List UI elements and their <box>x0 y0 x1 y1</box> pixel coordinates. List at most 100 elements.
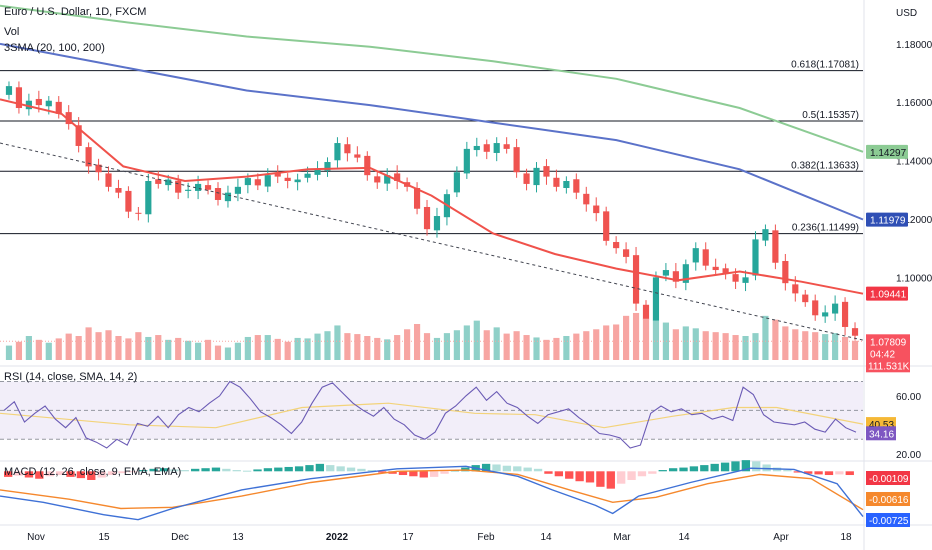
candle-body <box>832 303 839 314</box>
volume-bar <box>135 332 142 360</box>
candle-body <box>851 328 859 336</box>
macd-histogram-bar <box>4 471 13 477</box>
volume-bar <box>802 331 809 360</box>
volume-bar <box>85 327 92 360</box>
candle-body <box>543 166 550 177</box>
candle-body <box>712 266 719 271</box>
volume-bar <box>782 326 789 360</box>
volume-bar <box>95 332 102 360</box>
candle-body <box>453 172 460 193</box>
volume-bar <box>304 338 311 360</box>
macd-histogram-bar <box>679 467 688 472</box>
macd-histogram-bar <box>440 471 449 474</box>
candle-body <box>125 190 132 212</box>
volume-bar <box>812 332 819 360</box>
candle-body <box>314 169 321 175</box>
sma-legend[interactable]: 3SMA (20, 100, 200) <box>4 42 105 54</box>
bar-countdown: 04:42 <box>870 349 895 360</box>
macd-histogram-bar <box>326 465 335 472</box>
candle-body <box>135 212 142 214</box>
macd-histogram-bar <box>409 471 418 477</box>
sma200-line <box>0 4 864 153</box>
candle-body <box>752 239 759 276</box>
rsi-value-tag <box>866 426 896 441</box>
macd-histogram-bar <box>66 471 75 477</box>
time-tick-label: 17 <box>402 532 414 543</box>
candle-body <box>364 155 371 176</box>
macd-histogram-bar <box>606 471 615 489</box>
volume-legend[interactable]: Vol <box>4 26 20 38</box>
trendline <box>0 142 864 341</box>
macd-histogram-bar <box>430 471 439 477</box>
candle-body <box>344 144 351 154</box>
volume-bar <box>224 347 232 360</box>
volume-bar <box>234 342 241 360</box>
macd-histogram-bar <box>76 471 86 479</box>
macd-histogram-bar <box>502 465 512 472</box>
macd-histogram-bar <box>357 468 366 472</box>
candle-body <box>384 175 391 184</box>
last-volume-label: 111.531K <box>868 361 910 372</box>
rsi-line <box>3 380 857 449</box>
macd-legend[interactable]: MACD (12, 26, close, 9, EMA, EMA) <box>4 466 182 478</box>
macd-value-label: -0.00725 <box>869 516 909 527</box>
candle-body <box>175 180 182 193</box>
time-tick-label: Mar <box>613 532 631 543</box>
candle-body <box>822 312 829 317</box>
time-tick-label: 14 <box>678 532 690 543</box>
time-tick-label: Dec <box>171 532 189 543</box>
volume-bar <box>115 336 122 360</box>
candle-body <box>772 230 779 263</box>
time-tick-label: 14 <box>540 532 552 543</box>
macd-histogram-bar <box>741 460 751 472</box>
candle-body <box>274 173 281 177</box>
volume-bar <box>423 333 431 360</box>
candle-body <box>593 205 600 214</box>
volume-bar <box>652 320 660 360</box>
macd-histogram-bar <box>398 471 408 476</box>
candle-body <box>95 164 102 173</box>
volume-bar <box>543 339 550 360</box>
volume-bar <box>65 333 72 360</box>
volume-bar <box>662 322 669 360</box>
candle-body <box>115 188 122 193</box>
macd-histogram-bar <box>710 463 719 472</box>
macd-histogram-bar <box>242 470 252 472</box>
price-tick-label: 1.10000 <box>896 273 932 284</box>
volume-bar <box>732 335 739 360</box>
volume-bar <box>165 339 172 360</box>
volume-bar <box>503 333 510 360</box>
candle-body <box>195 183 202 191</box>
volume-bar <box>443 333 451 360</box>
macd-histogram-bar <box>159 468 169 472</box>
volume-bar <box>75 336 82 360</box>
macd-histogram-bar <box>513 466 522 472</box>
macd-histogram-bar <box>700 465 709 472</box>
macd-histogram-bar <box>689 466 699 472</box>
macd-histogram-bar <box>658 470 667 472</box>
fib-level-label: 0.236(1.11499) <box>792 223 859 234</box>
macd-histogram-bar <box>274 467 283 472</box>
price-tick-label: 1.18000 <box>896 40 932 51</box>
volume-bar <box>394 335 401 360</box>
candle-body <box>692 248 699 263</box>
candle-body <box>65 112 72 125</box>
macd-histogram-bar <box>170 469 179 472</box>
volume-bar <box>603 325 610 360</box>
macd-histogram-bar <box>55 471 65 476</box>
volume-bar <box>533 337 540 360</box>
symbol-legend[interactable]: Euro / U.S. Dollar, 1D, FXCM <box>4 6 147 18</box>
volume-bar <box>334 325 341 360</box>
rsi-legend[interactable]: RSI (14, close, SMA, 14, 2) <box>4 371 138 383</box>
volume-bar <box>593 329 600 360</box>
candle-body <box>35 98 42 106</box>
macd-histogram-bar <box>793 471 802 473</box>
candle-body <box>15 87 23 109</box>
volume-bar <box>145 336 152 360</box>
volume-bar <box>374 337 381 360</box>
macd-histogram-bar <box>128 471 137 473</box>
volume-bar <box>284 341 291 360</box>
volume-bar <box>513 331 520 360</box>
volume-bar <box>175 337 182 360</box>
